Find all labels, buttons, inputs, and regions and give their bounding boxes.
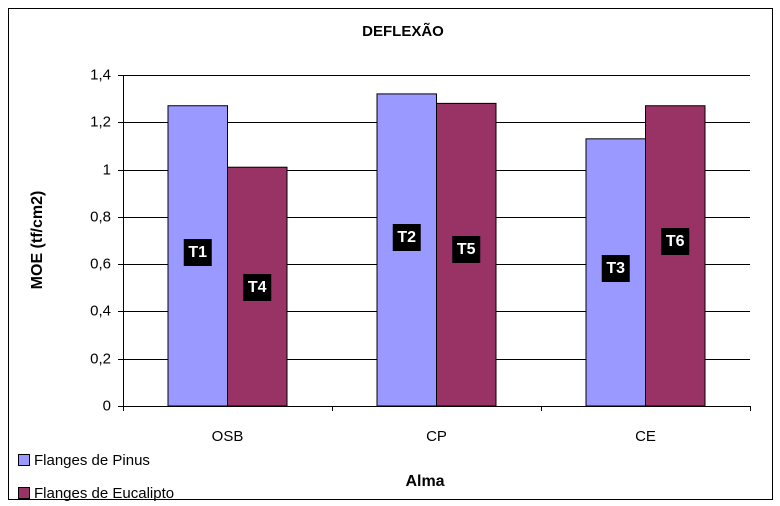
chart-title: DEFLEXÃO bbox=[362, 22, 444, 40]
y-tick-label: 0,4 bbox=[90, 302, 111, 319]
x-tick-label: OSB bbox=[212, 428, 244, 445]
y-tick-label: 0,8 bbox=[90, 208, 111, 225]
bar bbox=[436, 102, 497, 407]
bar-label-box bbox=[392, 224, 421, 251]
bar-label-box bbox=[452, 236, 481, 263]
y-tick-label: 0,2 bbox=[90, 350, 111, 367]
x-axis-title: Alma bbox=[405, 473, 444, 490]
y-tick-label: 1 bbox=[103, 161, 111, 178]
y-tick-label: 0 bbox=[103, 397, 111, 414]
bar-label-box bbox=[243, 274, 272, 301]
bar-label-box bbox=[183, 239, 212, 266]
bar-label: T6 bbox=[666, 233, 685, 250]
y-tick-label: 1,2 bbox=[90, 113, 111, 130]
x-tick-label: CP bbox=[426, 428, 447, 445]
bar-label: T3 bbox=[606, 260, 625, 277]
bar-label: T4 bbox=[248, 279, 267, 296]
legend-label: Flanges de Eucalipto bbox=[34, 485, 174, 502]
bar-label-box bbox=[661, 228, 690, 255]
legend-swatch bbox=[18, 487, 30, 499]
bar bbox=[227, 166, 288, 407]
legend-swatch bbox=[18, 454, 30, 466]
legend-label: Flanges de Pinus bbox=[34, 452, 150, 469]
y-tick-label: 1,4 bbox=[90, 66, 111, 83]
y-axis-title: MOE (tf/cm2) bbox=[29, 191, 46, 290]
bar-label: T1 bbox=[188, 244, 207, 261]
bar-label-box bbox=[601, 255, 630, 282]
bar-label: T5 bbox=[457, 241, 476, 258]
x-tick-label: CE bbox=[635, 428, 656, 445]
bar-label: T2 bbox=[397, 229, 416, 246]
bar bbox=[645, 105, 706, 407]
y-tick-label: 0,6 bbox=[90, 255, 111, 272]
